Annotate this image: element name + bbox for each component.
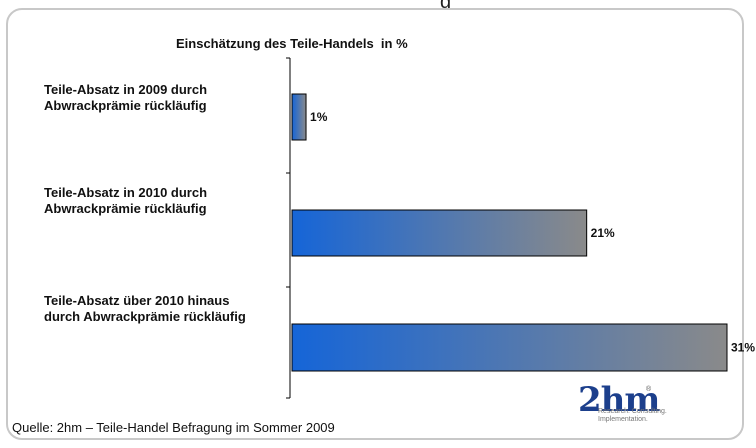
chart-title: Einschätzung des Teile-Handels in %: [176, 36, 408, 51]
bar-value-label: 21%: [591, 226, 615, 240]
company-logo: 2hm ® Research. Consulting. Implementati…: [578, 380, 688, 428]
bar: [291, 323, 728, 372]
bar: [291, 93, 307, 141]
category-label-line: Teile-Absatz in 2009 durch: [44, 82, 208, 97]
bar-value-label: 31%: [731, 341, 755, 355]
bar: [291, 209, 588, 257]
logo-registered-mark: ®: [646, 386, 652, 393]
logo-tagline: Research. Consulting. Implementation.: [598, 408, 688, 424]
logo-wordmark: 2hm: [578, 380, 660, 420]
category-label-beyond-2010: Teile-Absatz über 2010 hinaus durch Abwr…: [44, 293, 280, 325]
category-label-line: Abwrackprämie rückläufig: [44, 201, 207, 216]
category-label-line: Abwrackprämie rückläufig: [44, 98, 207, 113]
category-label-line: durch Abwrackprämie rückläufig: [44, 309, 246, 324]
category-label-line: Teile-Absatz in 2010 durch: [44, 185, 208, 200]
logo-tagline-line: Implementation.: [598, 416, 648, 423]
bar-value-label: 1%: [310, 110, 328, 124]
source-note: Quelle: 2hm – Teile-Handel Befragung im …: [12, 420, 335, 435]
category-label-line: Teile-Absatz über 2010 hinaus: [44, 293, 230, 308]
category-label-2009: Teile-Absatz in 2009 durch Abwrackprämie…: [44, 82, 280, 114]
logo-tagline-line: Research. Consulting.: [598, 408, 667, 415]
category-label-2010: Teile-Absatz in 2010 durch Abwrackprämie…: [44, 185, 280, 217]
header-text-fragment: g: [440, 0, 452, 13]
